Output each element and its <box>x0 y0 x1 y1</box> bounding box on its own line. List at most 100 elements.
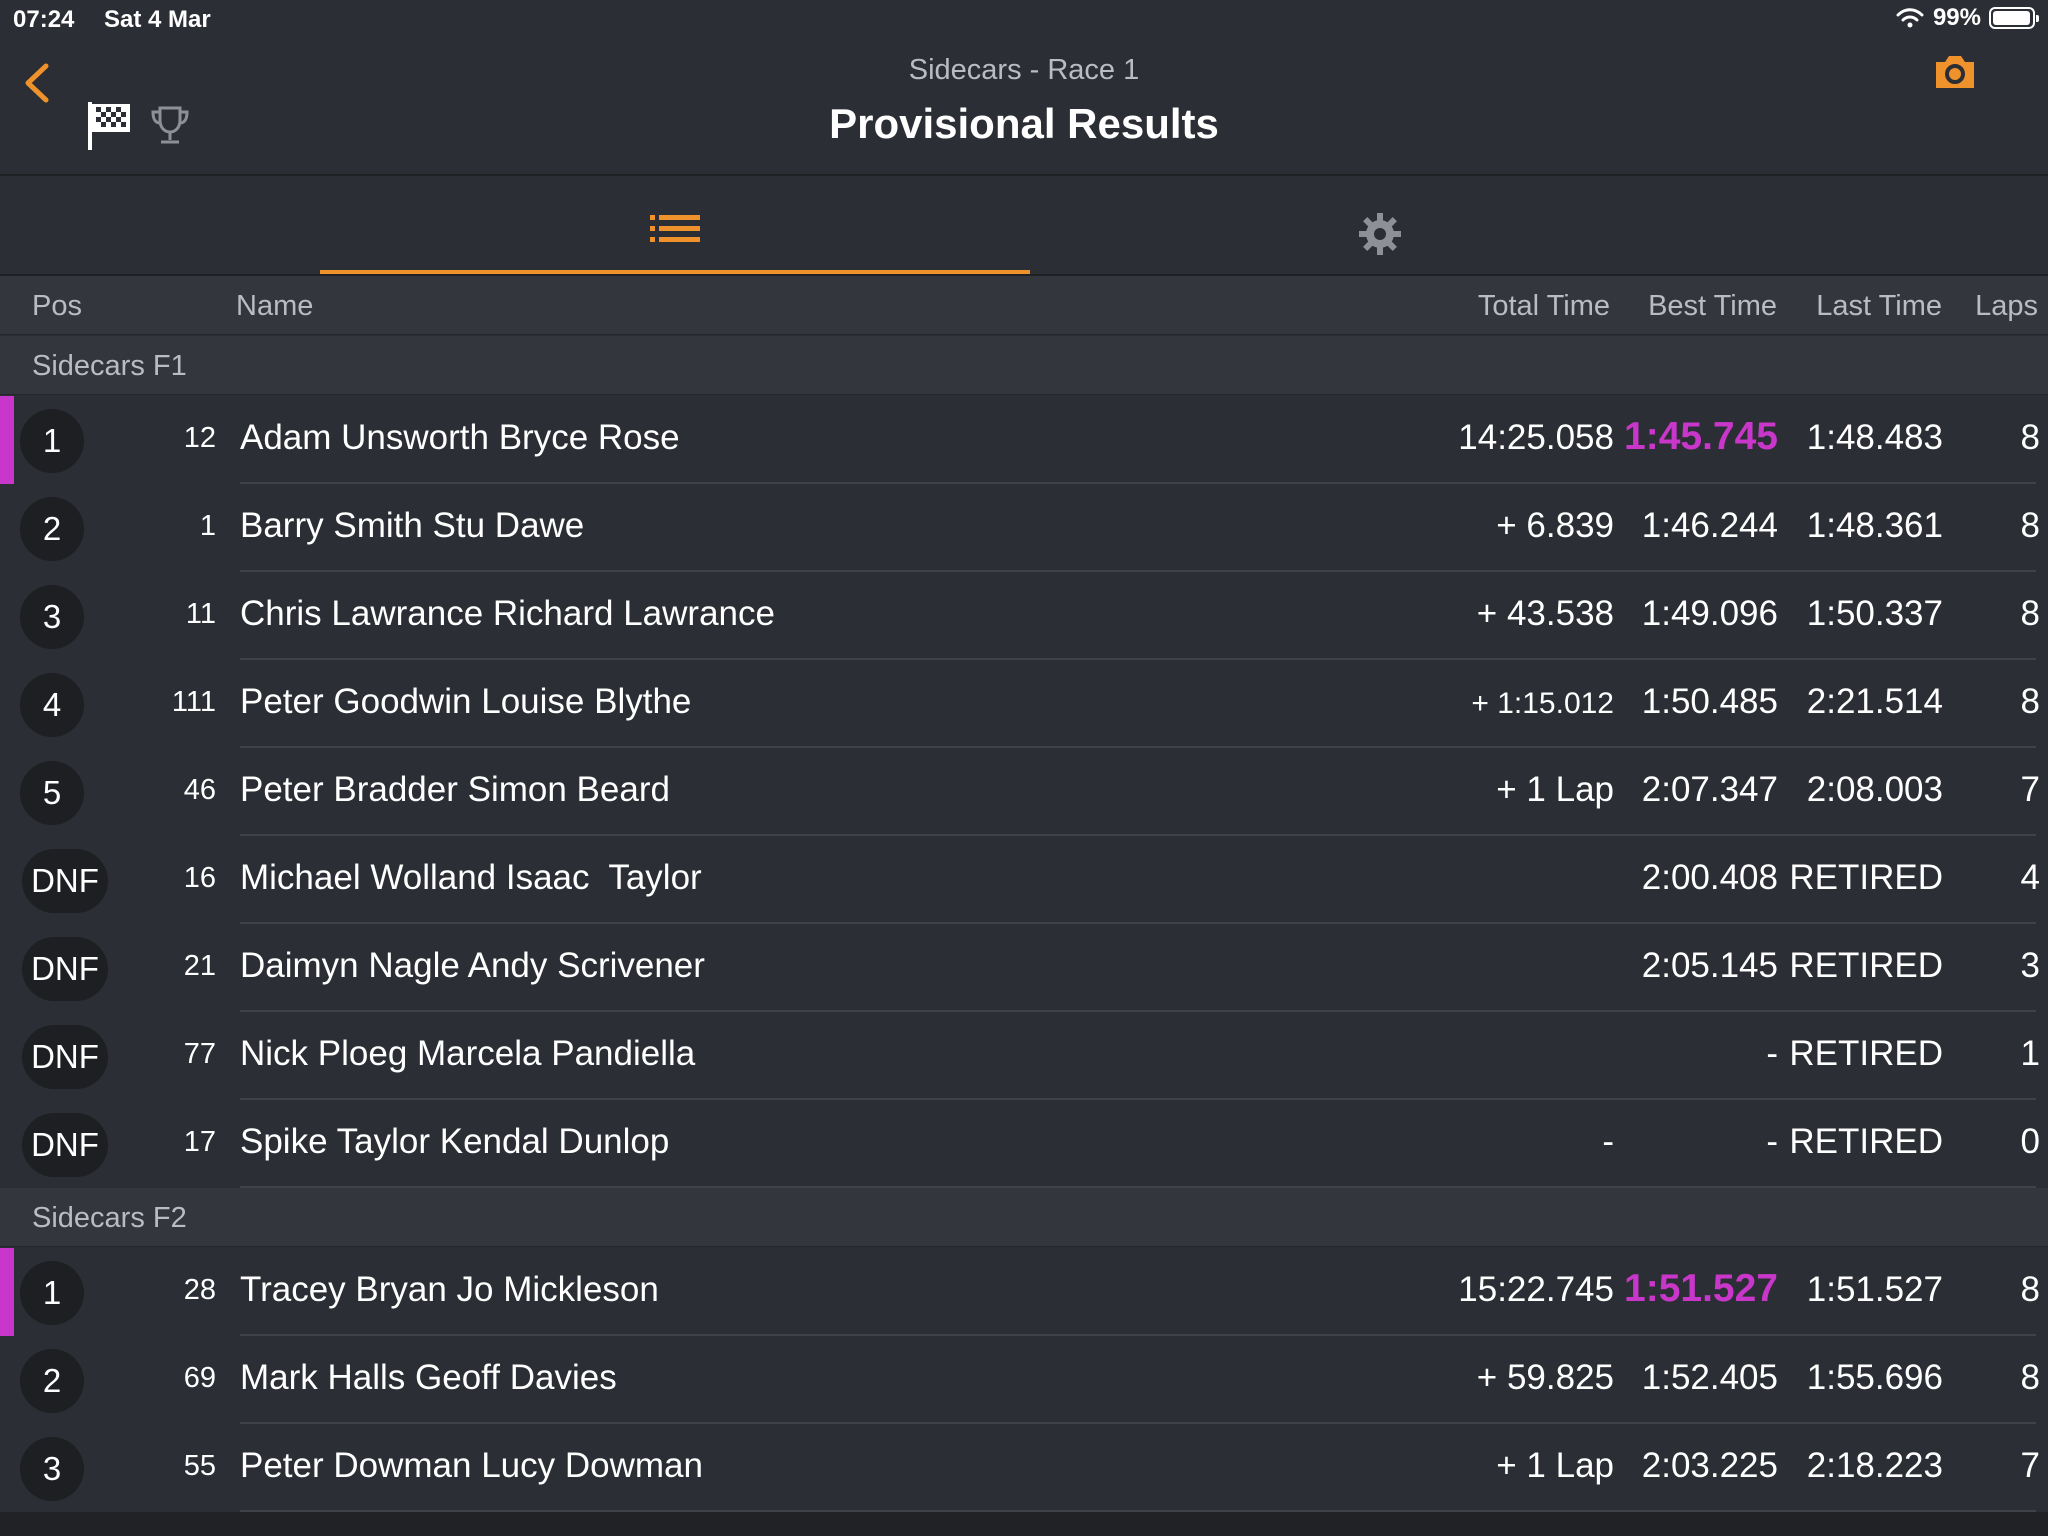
table-row[interactable]: 2 1 Barry Smith Stu Dawe + 6.839 1:46.24… <box>0 484 2048 572</box>
best-time: 1:50.485 <box>1641 682 1778 721</box>
last-time: 2:08.003 <box>1806 770 1943 809</box>
race-number: 46 <box>183 774 216 806</box>
race-number: 21 <box>183 950 216 982</box>
last-time: RETIRED <box>1789 1034 1943 1073</box>
laps: 8 <box>2020 506 2040 545</box>
table-row[interactable]: 1 28 Tracey Bryan Jo Mickleson 15:22.745… <box>0 1248 2048 1336</box>
col-last-time: Last Time <box>1816 290 1942 322</box>
best-time: - <box>1766 1122 1778 1161</box>
group-label: Sidecars F2 <box>32 1202 187 1234</box>
race-subtitle: Sidecars - Race 1 <box>908 54 1140 86</box>
row-divider <box>240 1422 2036 1424</box>
col-laps: Laps <box>1975 290 2038 322</box>
rider-names: Peter Goodwin Louise Blythe <box>240 682 692 721</box>
race-number: 69 <box>183 1362 216 1394</box>
table-row[interactable]: 5 46 Peter Bradder Simon Beard + 1 Lap 2… <box>0 748 2048 836</box>
total-time: + 1 Lap <box>1496 1446 1614 1485</box>
laps: 8 <box>2020 682 2040 721</box>
position-badge: 2 <box>20 1349 84 1413</box>
col-pos: Pos <box>32 290 82 322</box>
table-row[interactable]: DNF 77 Nick Ploeg Marcela Pandiella - RE… <box>0 1012 2048 1100</box>
active-tab-indicator <box>320 270 1030 274</box>
rider-names: Peter Bradder Simon Beard <box>240 770 670 809</box>
laps: 7 <box>2020 770 2040 809</box>
column-headers: Pos Name Total Time Best Time Last Time … <box>0 276 2048 335</box>
last-time: 2:18.223 <box>1806 1446 1943 1485</box>
rider-names: Adam Unsworth Bryce Rose <box>240 418 680 457</box>
best-time: 2:00.408 <box>1641 858 1778 897</box>
total-time: + 59.825 <box>1476 1358 1614 1397</box>
last-time: 1:51.527 <box>1806 1270 1943 1309</box>
total-time: 14:25.058 <box>1458 418 1614 457</box>
last-time: RETIRED <box>1789 1122 1943 1161</box>
position-badge: 1 <box>20 1261 84 1325</box>
table-row[interactable]: DNF 17 Spike Taylor Kendal Dunlop - - RE… <box>0 1100 2048 1188</box>
best-time: 1:52.405 <box>1641 1358 1778 1397</box>
col-total-time: Total Time <box>1477 290 1610 322</box>
position-badge: 5 <box>20 761 84 825</box>
position-badge: 2 <box>20 497 84 561</box>
col-best-time: Best Time <box>1648 290 1777 322</box>
last-time: 2:21.514 <box>1806 682 1943 721</box>
row-divider <box>240 1510 2036 1512</box>
race-number: 28 <box>183 1274 216 1306</box>
last-time: RETIRED <box>1789 946 1943 985</box>
status-time: 07:24 <box>13 6 75 33</box>
race-number: 16 <box>183 862 216 894</box>
tab-bar <box>0 176 2048 276</box>
rider-names: Mark Halls Geoff Davies <box>240 1358 617 1397</box>
status-right: 99% <box>1895 4 2039 32</box>
rider-names: Daimyn Nagle Andy Scrivener <box>240 946 705 985</box>
total-time: + 6.839 <box>1496 506 1614 545</box>
race-number: 12 <box>183 422 216 454</box>
laps: 4 <box>2020 858 2040 897</box>
laps: 7 <box>2020 1446 2040 1485</box>
rider-names: Barry Smith Stu Dawe <box>240 506 585 545</box>
laps: 8 <box>2020 594 2040 633</box>
laps: 0 <box>2020 1122 2040 1161</box>
back-chevron-icon <box>25 63 49 103</box>
table-row[interactable]: 1 12 Adam Unsworth Bryce Rose 14:25.058 … <box>0 396 2048 484</box>
best-time: - <box>1766 1034 1778 1073</box>
tab-settings[interactable] <box>1030 176 1730 274</box>
nav-header: Sidecars - Race 1 Provisional Results <box>0 0 2048 176</box>
position-badge: DNF <box>22 1113 108 1177</box>
rider-names: Peter Dowman Lucy Dowman <box>240 1446 703 1485</box>
table-row[interactable]: DNF 21 Daimyn Nagle Andy Scrivener 2:05.… <box>0 924 2048 1012</box>
row-divider <box>240 1098 2036 1100</box>
table-row[interactable]: 3 11 Chris Lawrance Richard Lawrance + 4… <box>0 572 2048 660</box>
position-badge: 3 <box>20 1437 84 1501</box>
col-name: Name <box>236 290 314 322</box>
bottom-edge <box>0 1512 2048 1536</box>
row-divider <box>240 1334 2036 1336</box>
checkered-flag-icon[interactable] <box>86 100 132 152</box>
position-badge: 4 <box>20 673 84 737</box>
tab-results-list[interactable] <box>320 176 1030 274</box>
table-row[interactable]: DNF 16 Michael Wolland Isaac Taylor 2:00… <box>0 836 2048 924</box>
status-bar: 07:24 Sat 4 Mar 99% <box>0 0 2048 40</box>
group-header: Sidecars F1 <box>0 336 2048 395</box>
fastest-lap-marker <box>0 396 14 484</box>
best-time: 2:05.145 <box>1641 946 1778 985</box>
race-number: 11 <box>185 598 216 630</box>
total-time: + 43.538 <box>1476 594 1614 633</box>
race-number: 55 <box>183 1450 216 1482</box>
row-divider <box>240 922 2036 924</box>
row-divider <box>240 1186 2036 1188</box>
position-badge: DNF <box>22 1025 108 1089</box>
group-header: Sidecars F2 <box>0 1188 2048 1247</box>
race-number: 111 <box>171 686 216 718</box>
row-divider <box>240 482 2036 484</box>
table-row[interactable]: 2 69 Mark Halls Geoff Davies + 59.825 1:… <box>0 1336 2048 1424</box>
laps: 1 <box>2020 1034 2040 1073</box>
back-button[interactable] <box>18 58 58 108</box>
table-row[interactable]: 4 111 Peter Goodwin Louise Blythe + 1:15… <box>0 660 2048 748</box>
gear-icon <box>1359 213 1401 255</box>
best-time: 1:45.745 <box>1624 415 1778 458</box>
trophy-icon[interactable] <box>148 104 192 148</box>
camera-button[interactable] <box>1932 52 1978 92</box>
table-row[interactable]: 3 55 Peter Dowman Lucy Dowman + 1 Lap 2:… <box>0 1424 2048 1512</box>
camera-icon <box>1936 56 1974 88</box>
last-time: 1:55.696 <box>1806 1358 1943 1397</box>
